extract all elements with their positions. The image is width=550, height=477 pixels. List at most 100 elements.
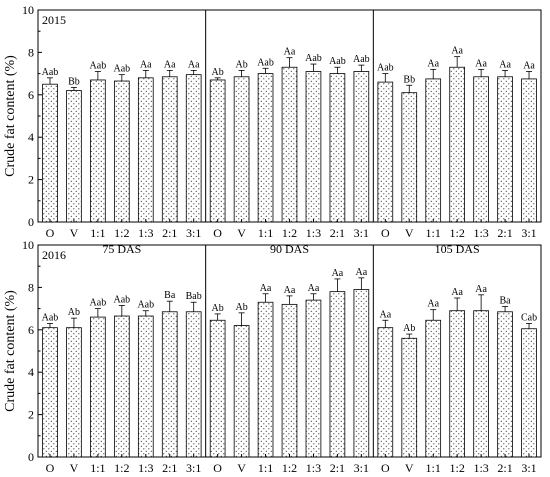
x-tick-label: O: [46, 461, 55, 475]
bar: [353, 71, 370, 223]
x-tick-label: 1:3: [306, 226, 321, 240]
significance-label: Aa: [475, 284, 487, 295]
x-tick-label: 1:1: [90, 226, 105, 240]
y-tick-label: 8: [28, 45, 34, 59]
x-tick-label: O: [46, 226, 55, 240]
significance-label: Aab: [42, 312, 59, 323]
x-tick-label: O: [381, 461, 390, 475]
x-tick-label: 1:3: [138, 461, 153, 475]
x-tick-label: 1:3: [306, 461, 321, 475]
x-tick-label: 3:1: [521, 461, 536, 475]
x-tick-label: O: [213, 226, 222, 240]
bar: [209, 79, 226, 223]
significance-label: Ab: [235, 59, 247, 70]
x-tick-label: 2:1: [497, 461, 512, 475]
y-tick-label: 2: [28, 173, 34, 187]
group-label: 75 DAS: [102, 242, 141, 256]
significance-label: Ba: [164, 290, 176, 301]
bar: [401, 92, 418, 223]
significance-label: Ab: [235, 302, 247, 313]
x-tick-label: 2:1: [330, 461, 345, 475]
bar: [401, 337, 418, 458]
significance-label: Aab: [42, 67, 59, 78]
bar: [161, 311, 178, 458]
bar: [377, 327, 394, 458]
bar: [449, 66, 465, 223]
significance-label: Aa: [284, 47, 296, 58]
significance-label: Aa: [332, 268, 344, 279]
significance-label: Aa: [188, 59, 200, 70]
y-tick-label: 6: [28, 88, 34, 102]
significance-label: Aab: [257, 57, 274, 68]
x-tick-label: 1:2: [282, 461, 297, 475]
bar: [449, 310, 465, 458]
year-label: 2015: [42, 13, 66, 27]
x-tick-label: 2:1: [162, 461, 177, 475]
bar: [425, 78, 442, 223]
bar: [66, 327, 82, 458]
bar: [114, 315, 130, 458]
bar: [137, 315, 154, 458]
significance-label: Aa: [427, 58, 439, 69]
x-tick-label: 3:1: [186, 461, 201, 475]
significance-label: Aa: [260, 283, 272, 294]
x-tick-label: V: [237, 461, 246, 475]
significance-label: Aa: [451, 287, 463, 298]
bar: [473, 310, 489, 458]
bar: [137, 77, 154, 223]
group-75-das: Aab O Bb V Aab 1:1 Aab 1:2 Aa 1:3 Aa 2:1 Aa 3:1 75 DAS: [42, 59, 202, 256]
x-tick-label: 3:1: [354, 461, 369, 475]
significance-label: Aa: [475, 58, 487, 69]
significance-label: Ab: [403, 323, 415, 334]
significance-label: Aa: [140, 59, 152, 70]
significance-label: Aab: [90, 60, 107, 71]
y-axis-label: Crude fat content (%): [3, 55, 18, 177]
group-105-das: Aab O Bb V Aa 1:1 Aa 1:2 Aa 1:3 Aa 2:1 Aa 3:1 105 DAS: [377, 46, 537, 256]
x-tick-label: 1:3: [138, 226, 153, 240]
x-tick-label: 2:1: [497, 226, 512, 240]
x-tick-label: 3:1: [354, 226, 369, 240]
y-tick-label: 0: [28, 450, 34, 464]
bar: [161, 76, 178, 223]
significance-label: Aa: [523, 60, 535, 71]
significance-label: Aab: [113, 64, 130, 75]
significance-label: Ba: [500, 295, 512, 306]
x-tick-label: 1:2: [114, 226, 129, 240]
y-tick-label: 4: [28, 365, 34, 379]
bar: [185, 311, 202, 458]
chart-panel-2016: 0 2 4 6 8 10 Crude fat content (%) 2016 Aab O Ab V A…: [3, 238, 542, 475]
x-tick-label: 1:3: [473, 226, 488, 240]
significance-label: Aa: [164, 59, 176, 70]
bar: [329, 73, 346, 223]
significance-label: Aa: [356, 267, 368, 278]
group-label: 105 DAS: [435, 242, 480, 256]
significance-label: Aa: [427, 299, 439, 310]
significance-label: Bb: [68, 76, 80, 87]
significance-label: Aa: [284, 285, 296, 296]
significance-label: Aab: [137, 300, 154, 311]
bar: [425, 319, 442, 458]
bar: [521, 78, 537, 223]
y-tick-label: 10: [22, 3, 34, 17]
x-tick-label: V: [405, 226, 414, 240]
bar: [90, 316, 106, 458]
x-tick-label: 1:1: [258, 461, 273, 475]
x-tick-label: O: [381, 226, 390, 240]
x-tick-label: 1:1: [90, 461, 105, 475]
x-tick-label: 1:2: [282, 226, 297, 240]
x-tick-label: V: [405, 461, 414, 475]
x-tick-label: 1:2: [114, 461, 129, 475]
y-tick-label: 4: [28, 130, 34, 144]
x-tick-label: 2:1: [330, 226, 345, 240]
significance-label: Aab: [305, 53, 322, 64]
y-tick-label: 8: [28, 280, 34, 294]
bar: [329, 291, 346, 458]
bar: [281, 303, 298, 458]
significance-label: Aa: [379, 309, 391, 320]
year-label: 2016: [42, 248, 66, 262]
x-tick-label: 1:2: [449, 226, 464, 240]
significance-label: Ab: [212, 67, 224, 78]
